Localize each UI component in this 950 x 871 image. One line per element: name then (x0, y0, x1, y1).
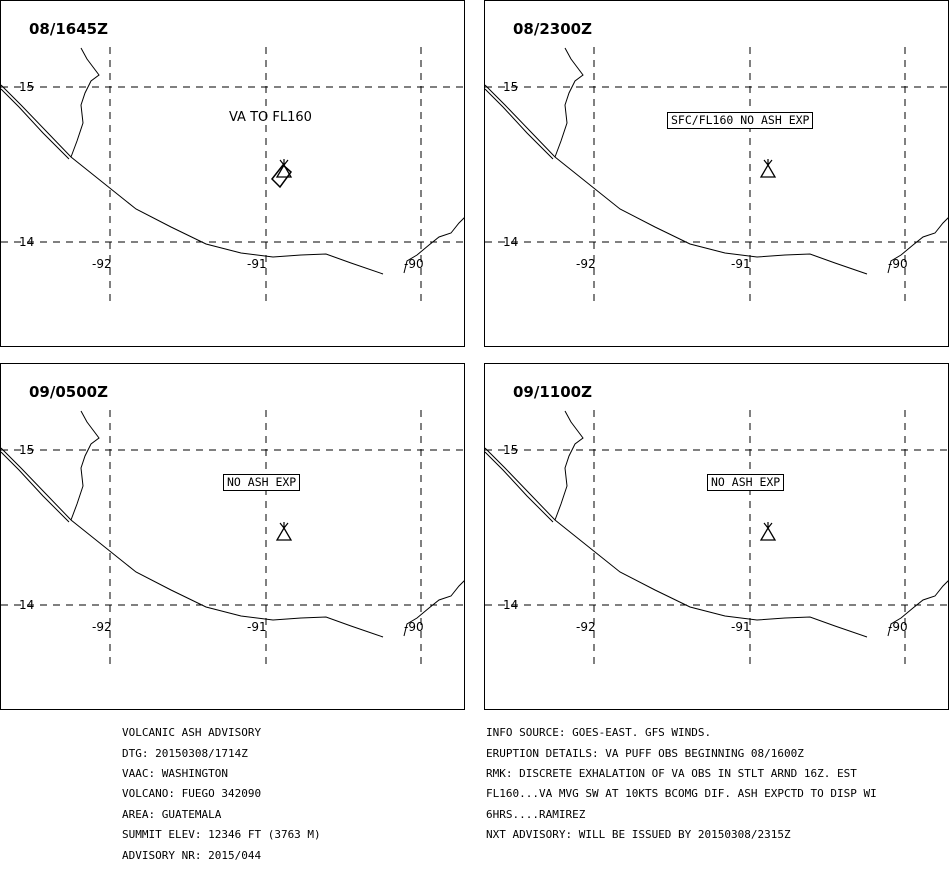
forecast-time: 08/2300Z (513, 20, 592, 38)
ash-cloud-polygon (270, 163, 293, 189)
remark-line-1: RMK: DISCRETE EXHALATION OF VA OBS IN ST… (486, 767, 857, 781)
advisory-left: VOLCANIC ASH ADVISORY DTG: 20150308/1714… (122, 718, 321, 871)
latitude-label: 15 (503, 80, 519, 94)
coastline-double (1, 451, 70, 523)
longitude-label: -92 (576, 620, 596, 634)
latitude-label: 15 (19, 80, 35, 94)
coastline (485, 84, 868, 275)
volcano-icon (275, 526, 293, 541)
forecast-time: 08/1645Z (29, 20, 108, 38)
map-canvas (485, 47, 948, 301)
advisory-dtg: DTG: 20150308/1714Z (122, 746, 248, 760)
map-canvas (485, 410, 948, 664)
next-advisory: NXT ADVISORY: WILL BE ISSUED BY 20150308… (486, 828, 791, 842)
advisory-volcano: VOLCANO: FUEGO 342090 (122, 787, 262, 801)
country-border-east (403, 580, 464, 637)
advisory-number: ADVISORY NR: 2015/044 (122, 848, 262, 862)
country-border (70, 47, 100, 158)
eruption-details: ERUPTION DETAILS: VA PUFF OBS BEGINNING … (486, 746, 804, 760)
ash-annotation: VA TO FL160 (229, 110, 312, 125)
advisory-area: AREA: GUATEMALA (122, 807, 222, 821)
remark-line-2: FL160...VA MVG SW AT 10KTS BCOMG DIF. AS… (486, 787, 877, 801)
latitude-label: 14 (19, 598, 35, 612)
latitude-label: 14 (503, 235, 519, 249)
latitude-label: 15 (19, 443, 35, 457)
longitude-label: -91 (731, 257, 751, 271)
map-panel-3: 09/0500Z NO ASH EXP 15 14 -92 -91 -90 (0, 363, 465, 710)
eruption-plume-icon (279, 159, 289, 166)
coastline (1, 84, 384, 275)
ash-annotation: NO ASH EXP (223, 474, 301, 491)
remark-line-3: 6HRS....RAMIREZ (486, 807, 586, 821)
map-panel-1: 08/1645Z VA TO FL160 15 14 -92 -91 -90 (0, 0, 465, 347)
advisory-summit: SUMMIT ELEV: 12346 FT (3763 M) (122, 828, 321, 842)
advisory-right: INFO SOURCE: GOES-EAST. GFS WINDS. ERUPT… (486, 718, 877, 851)
longitude-label: -90 (404, 620, 424, 634)
country-border-east (887, 217, 948, 274)
map-panel-2: 08/2300Z SFC/FL160 NO ASH EXP 15 14 -92 -91 -9… (484, 0, 949, 347)
longitude-label: -92 (92, 620, 112, 634)
country-border (554, 410, 584, 521)
longitude-label: -91 (247, 257, 267, 271)
forecast-time: 09/0500Z (29, 383, 108, 401)
eruption-plume-icon (763, 159, 773, 166)
forecast-time: 09/1100Z (513, 383, 592, 401)
coastline (1, 447, 384, 638)
coastline (485, 447, 868, 638)
country-border (554, 47, 584, 158)
info-source: INFO SOURCE: GOES-EAST. GFS WINDS. (486, 726, 712, 740)
latitude-label: 14 (19, 235, 35, 249)
map-panel-4: 09/1100Z NO ASH EXP 15 14 -92 -91 -90 (484, 363, 949, 710)
longitude-label: -91 (731, 620, 751, 634)
longitude-label: -90 (888, 620, 908, 634)
latitude-label: 14 (503, 598, 519, 612)
country-border (70, 410, 100, 521)
coastline-double (485, 88, 554, 160)
volcano-icon (275, 163, 293, 178)
ash-annotation: SFC/FL160 NO ASH EXP (667, 112, 814, 129)
eruption-plume-icon (763, 522, 773, 529)
longitude-label: -91 (247, 620, 267, 634)
ash-annotation: NO ASH EXP (707, 474, 785, 491)
advisory-vaac: VAAC: WASHINGTON (122, 767, 228, 781)
coastline-double (1, 88, 70, 160)
longitude-label: -92 (576, 257, 596, 271)
longitude-label: -90 (404, 257, 424, 271)
eruption-plume-icon (279, 522, 289, 529)
volcano-icon (759, 526, 777, 541)
coastline-double (485, 451, 554, 523)
map-canvas (1, 410, 464, 664)
country-border-east (403, 217, 464, 274)
country-border-east (887, 580, 948, 637)
advisory-title: VOLCANIC ASH ADVISORY (122, 726, 262, 740)
volcano-icon (759, 163, 777, 178)
map-canvas (1, 47, 464, 301)
longitude-label: -92 (92, 257, 112, 271)
latitude-label: 15 (503, 443, 519, 457)
longitude-label: -90 (888, 257, 908, 271)
